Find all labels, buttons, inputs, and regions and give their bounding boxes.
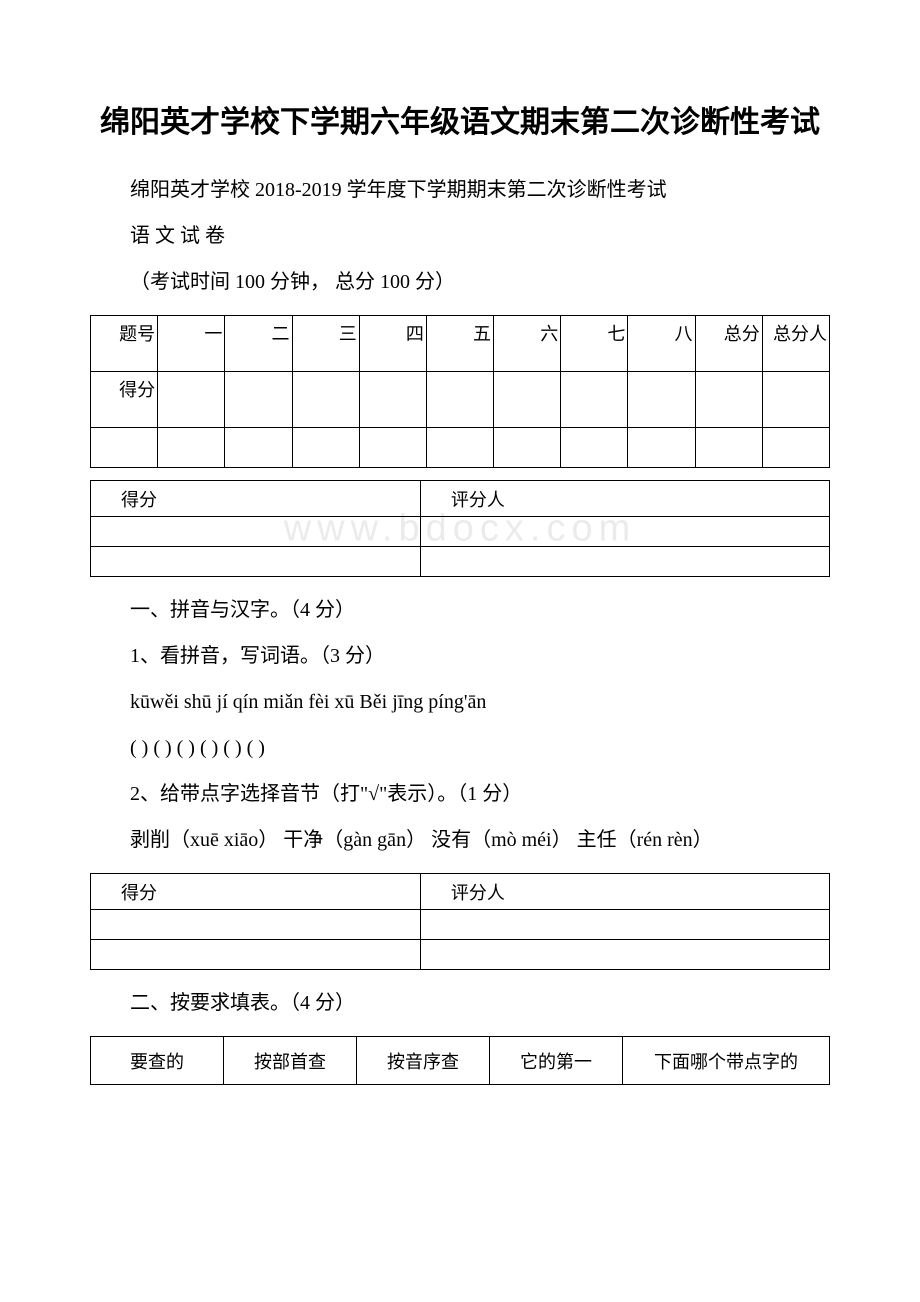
cell-col-total: 总分	[695, 316, 762, 372]
cell-h2: 按部首查	[224, 1037, 357, 1085]
cell-h5: 下面哪个带点字的	[623, 1037, 830, 1085]
paper-name: 语 文 试 卷	[90, 215, 830, 257]
table-row: 要查的 按部首查 按音序查 它的第一 下面哪个带点字的	[91, 1037, 830, 1085]
table-row: 得分	[91, 372, 830, 428]
table-row	[91, 517, 830, 547]
header-line: 绵阳英才学校 2018-2019 学年度下学期期末第二次诊断性考试	[90, 169, 830, 211]
cell-col-6: 六	[494, 316, 561, 372]
cell-blank	[292, 428, 359, 468]
cell-blank	[762, 428, 829, 468]
cell-blank	[420, 547, 829, 577]
cell-blank	[359, 372, 426, 428]
cell-col-5: 五	[426, 316, 493, 372]
cell-col-2: 二	[225, 316, 292, 372]
cell-blank	[426, 372, 493, 428]
score-summary-table: 题号 一 二 三 四 五 六 七 八 总分 总分人 得分	[90, 315, 830, 468]
q1-item1: 1、看拼音，写词语。（3 分）	[90, 635, 830, 677]
cell-score-label: 得分	[91, 874, 421, 910]
table-row: 得分 评分人	[91, 481, 830, 517]
section-1-heading: 一、拼音与汉字。（4 分）	[90, 589, 830, 631]
cell-blank	[695, 372, 762, 428]
cell-blank	[426, 428, 493, 468]
cell-blank	[359, 428, 426, 468]
page-title: 绵阳英才学校下学期六年级语文期末第二次诊断性考试	[90, 100, 830, 145]
cell-col-4: 四	[359, 316, 426, 372]
cell-h1: 要查的	[91, 1037, 224, 1085]
cell-label: 题号	[91, 316, 158, 372]
q1-blanks: ( ) ( ) ( ) ( ) ( ) ( )	[90, 727, 830, 769]
cell-blank	[91, 428, 158, 468]
cell-h3: 按音序查	[357, 1037, 490, 1085]
cell-blank	[158, 372, 225, 428]
table-row	[91, 428, 830, 468]
section-2-heading: 二、按要求填表。（4 分）	[90, 982, 830, 1024]
cell-blank	[91, 910, 421, 940]
fill-table: 要查的 按部首查 按音序查 它的第一 下面哪个带点字的	[90, 1036, 830, 1085]
cell-score-label: 得分	[91, 481, 421, 517]
cell-blank	[561, 428, 628, 468]
table-row: 题号 一 二 三 四 五 六 七 八 总分 总分人	[91, 316, 830, 372]
cell-blank	[91, 547, 421, 577]
cell-blank	[494, 428, 561, 468]
cell-blank	[561, 372, 628, 428]
cell-blank	[420, 940, 829, 970]
table-row	[91, 547, 830, 577]
table-row	[91, 910, 830, 940]
cell-col-3: 三	[292, 316, 359, 372]
q1-item2: 2、给带点字选择音节（打"√"表示）。（1 分）	[90, 773, 830, 815]
cell-blank	[225, 372, 292, 428]
q1-choices: 剥削（xuē xiāo） 干净（gàn gān） 没有（mò méi） 主任（r…	[90, 819, 830, 861]
cell-blank	[695, 428, 762, 468]
cell-col-7: 七	[561, 316, 628, 372]
cell-blank	[420, 910, 829, 940]
eval-table-2: 得分 评分人	[90, 873, 830, 970]
cell-label: 得分	[91, 372, 158, 428]
cell-h4: 它的第一	[490, 1037, 623, 1085]
cell-col-grader: 总分人	[762, 316, 829, 372]
cell-col-1: 一	[158, 316, 225, 372]
cell-blank	[292, 372, 359, 428]
table-row: 得分 评分人	[91, 874, 830, 910]
cell-blank	[91, 517, 421, 547]
eval-table-1: 得分 评分人	[90, 480, 830, 577]
cell-blank	[762, 372, 829, 428]
exam-info: （考试时间 100 分钟， 总分 100 分）	[90, 261, 830, 303]
cell-blank	[91, 940, 421, 970]
cell-blank	[494, 372, 561, 428]
q1-pinyin: kūwěi shū jí qín miǎn fèi xū Běi jīng pí…	[90, 681, 830, 723]
cell-grader-label: 评分人	[420, 481, 829, 517]
cell-col-8: 八	[628, 316, 695, 372]
table-row	[91, 940, 830, 970]
cell-blank	[225, 428, 292, 468]
cell-grader-label: 评分人	[420, 874, 829, 910]
cell-blank	[420, 517, 829, 547]
cell-blank	[628, 372, 695, 428]
cell-blank	[628, 428, 695, 468]
cell-blank	[158, 428, 225, 468]
